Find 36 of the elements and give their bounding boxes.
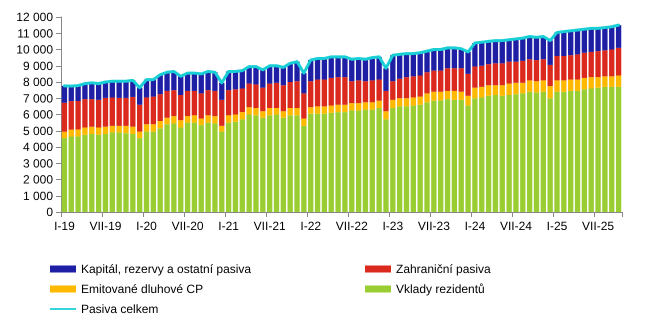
x-tick-label: I-23 — [382, 219, 404, 233]
legend-label: Pasiva celkem — [81, 302, 158, 316]
x-tick-label: VII-20 — [172, 219, 204, 233]
y-tick-label: 9 000 — [22, 58, 54, 73]
legend-label: Zahraniční pasiva — [396, 262, 492, 276]
legend-label: Emitované dluhové CP — [81, 282, 204, 296]
x-tick-label: VII-24 — [500, 219, 532, 233]
x-tick-label: I-19 — [54, 219, 76, 233]
bar — [219, 126, 224, 132]
bar — [383, 111, 389, 120]
x-tick-label: I-22 — [300, 219, 322, 233]
y-tick-label: 5 000 — [22, 124, 54, 138]
x-tick-label: I-20 — [136, 219, 158, 233]
y-tick-label: 11 000 — [17, 26, 54, 40]
y-tick-label: 3 000 — [22, 156, 54, 170]
y-tick-label: 1 000 — [22, 188, 54, 203]
x-tick-label: I-25 — [546, 219, 568, 233]
x-tick-label: I-24 — [464, 219, 486, 233]
y-tick-label: 6 000 — [22, 108, 54, 122]
legend-label: Kapitál, rezervy a ostatní pasiva — [81, 262, 252, 276]
x-tick-label: VII-19 — [89, 219, 122, 233]
x-tick-label: I-21 — [218, 219, 240, 233]
y-tick-label: 8 000 — [22, 75, 54, 89]
legend-label: Vklady rezidentů — [396, 282, 485, 296]
y-tick-label: 0 — [46, 205, 54, 219]
y-tick-label: 12 000 — [16, 10, 54, 24]
line-series — [62, 24, 620, 90]
x-tick-label: VII-25 — [582, 219, 614, 233]
x-tick-label: VII-23 — [418, 219, 450, 233]
y-tick-label: 7 000 — [22, 91, 54, 106]
x-tick-label: VII-21 — [254, 219, 286, 233]
y-tick-label: 10 000 — [16, 42, 54, 56]
y-tick-label: 2 000 — [22, 172, 54, 186]
y-tick-label: 4 000 — [22, 140, 54, 154]
bar — [301, 118, 307, 126]
x-tick-label: VII-22 — [336, 219, 368, 233]
